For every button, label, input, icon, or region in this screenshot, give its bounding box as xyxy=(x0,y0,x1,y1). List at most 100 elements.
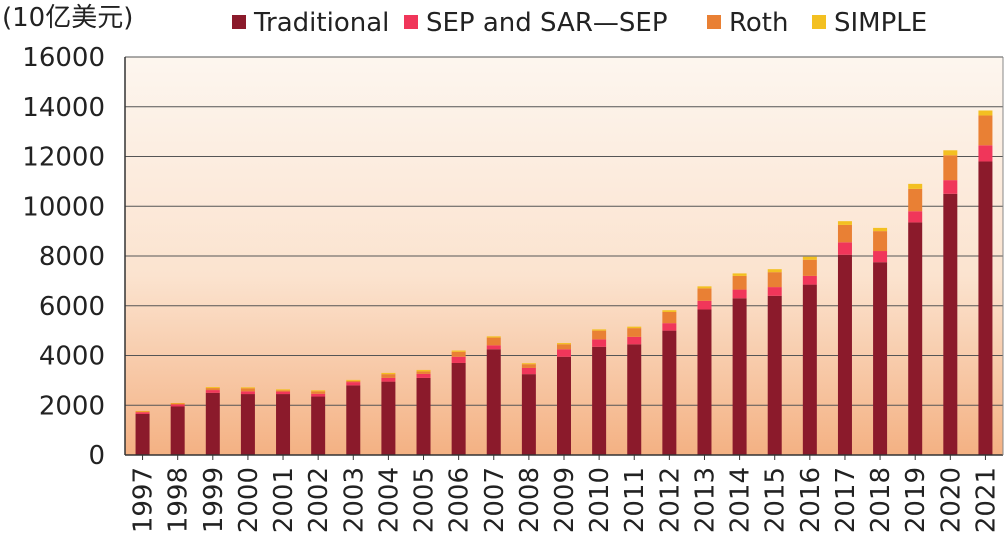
bar-segment xyxy=(381,372,396,375)
x-tick-label: 2001 xyxy=(269,467,299,533)
bar-segment xyxy=(416,377,431,455)
bar-segment xyxy=(205,390,220,393)
bar-segment xyxy=(732,289,747,299)
x-tick-label: 2008 xyxy=(515,467,545,533)
bar-segment xyxy=(802,284,817,455)
y-tick-label: 2000 xyxy=(39,391,105,421)
bar-segment xyxy=(802,256,817,260)
bar-segment xyxy=(592,329,607,331)
bar-segment xyxy=(592,339,607,347)
bar-segment xyxy=(311,393,326,397)
bar-segment xyxy=(662,330,677,455)
bar-segment xyxy=(837,254,852,455)
bars xyxy=(135,110,993,455)
bar-segment xyxy=(521,374,536,455)
x-tick-label: 2014 xyxy=(726,467,756,533)
bar-segment xyxy=(557,344,571,350)
x-tick-label: 2013 xyxy=(690,467,720,533)
legend-swatch xyxy=(812,15,826,29)
bar-segment xyxy=(908,222,923,455)
y-tick-label: 14000 xyxy=(22,93,105,123)
x-tick-label: 2004 xyxy=(374,467,404,533)
x-tick-label: 2012 xyxy=(655,467,685,533)
bar-segment xyxy=(451,356,466,363)
bar-segment xyxy=(697,300,712,310)
bar-segment xyxy=(767,287,782,296)
bar-segment xyxy=(311,391,326,394)
bar-segment xyxy=(521,363,536,365)
x-tick-label: 2021 xyxy=(971,467,1001,533)
bar-segment xyxy=(240,388,255,392)
bar-segment xyxy=(908,188,923,212)
bar-segment xyxy=(486,336,501,338)
bar-segment xyxy=(135,412,150,414)
bar-segment xyxy=(943,180,958,194)
bar-segment xyxy=(802,275,817,285)
bar-segment xyxy=(486,349,501,455)
y-tick-label: 16000 xyxy=(22,43,105,73)
x-tick-label: 2018 xyxy=(866,467,896,533)
bar-segment xyxy=(381,377,396,382)
x-tick-label: 2006 xyxy=(445,467,475,533)
x-tick-label: 2005 xyxy=(410,467,440,533)
legend-label: SIMPLE xyxy=(834,8,927,38)
bar-segment xyxy=(381,374,396,378)
bar-segment xyxy=(346,380,361,383)
y-tick-label: 12000 xyxy=(22,143,105,173)
bar-segment xyxy=(276,391,291,395)
bar-segment xyxy=(276,390,291,392)
bar-segment xyxy=(486,345,501,350)
x-tick-label: 2020 xyxy=(936,467,966,533)
x-tick-label: 2015 xyxy=(761,467,791,533)
x-tick-label: 2007 xyxy=(480,467,510,533)
bar-segment xyxy=(276,394,291,455)
legend-label: Roth xyxy=(729,8,788,38)
bar-segment xyxy=(943,150,958,156)
bar-segment xyxy=(205,392,220,455)
bar-segment xyxy=(627,336,642,345)
x-tick-label: 2010 xyxy=(585,467,615,533)
bar-segment xyxy=(837,221,852,225)
bar-segment xyxy=(557,349,571,357)
bar-segment xyxy=(732,275,747,290)
x-axis-ticks: 1997 1998 1999 2000 2001 2002 2003 2004 2005 2006… xyxy=(129,455,1001,533)
bar-segment xyxy=(451,351,466,357)
bar-segment xyxy=(908,183,923,189)
bar-segment xyxy=(802,259,817,276)
bar-segment xyxy=(662,310,677,312)
bar-segment xyxy=(627,326,642,329)
legend-swatch xyxy=(232,15,246,29)
bar-segment xyxy=(627,328,642,337)
bar-segment xyxy=(697,288,712,301)
bar-segment xyxy=(978,110,993,116)
bar-segment xyxy=(557,356,571,455)
x-tick-label: 2019 xyxy=(901,467,931,533)
bar-segment xyxy=(170,404,185,407)
bar-segment xyxy=(943,155,958,181)
bar-segment xyxy=(451,362,466,455)
bar-segment xyxy=(170,403,185,405)
legend-label: SEP and SAR—SEP xyxy=(426,8,668,38)
x-tick-label: 2003 xyxy=(339,467,369,533)
bar-segment xyxy=(346,379,361,381)
x-tick-label: 1997 xyxy=(129,467,159,533)
x-tick-label: 2017 xyxy=(831,467,861,533)
legend-swatch xyxy=(707,15,721,29)
x-tick-label: 1999 xyxy=(199,467,229,533)
bar-segment xyxy=(592,330,607,340)
legend-swatch xyxy=(404,15,418,29)
bar-segment xyxy=(135,411,150,413)
bar-segment xyxy=(311,396,326,455)
legend: Traditional SEP and SAR—SEP Roth SIMPLE xyxy=(232,8,927,38)
x-tick-label: 2002 xyxy=(304,467,334,533)
bar-segment xyxy=(627,344,642,455)
bar-segment xyxy=(346,385,361,455)
bar-segment xyxy=(732,298,747,455)
bar-segment xyxy=(837,224,852,243)
x-tick-label: 2011 xyxy=(620,467,650,533)
bar-segment xyxy=(767,269,782,273)
bar-segment xyxy=(837,242,852,255)
bar-segment xyxy=(978,161,993,455)
bar-segment xyxy=(170,406,185,455)
